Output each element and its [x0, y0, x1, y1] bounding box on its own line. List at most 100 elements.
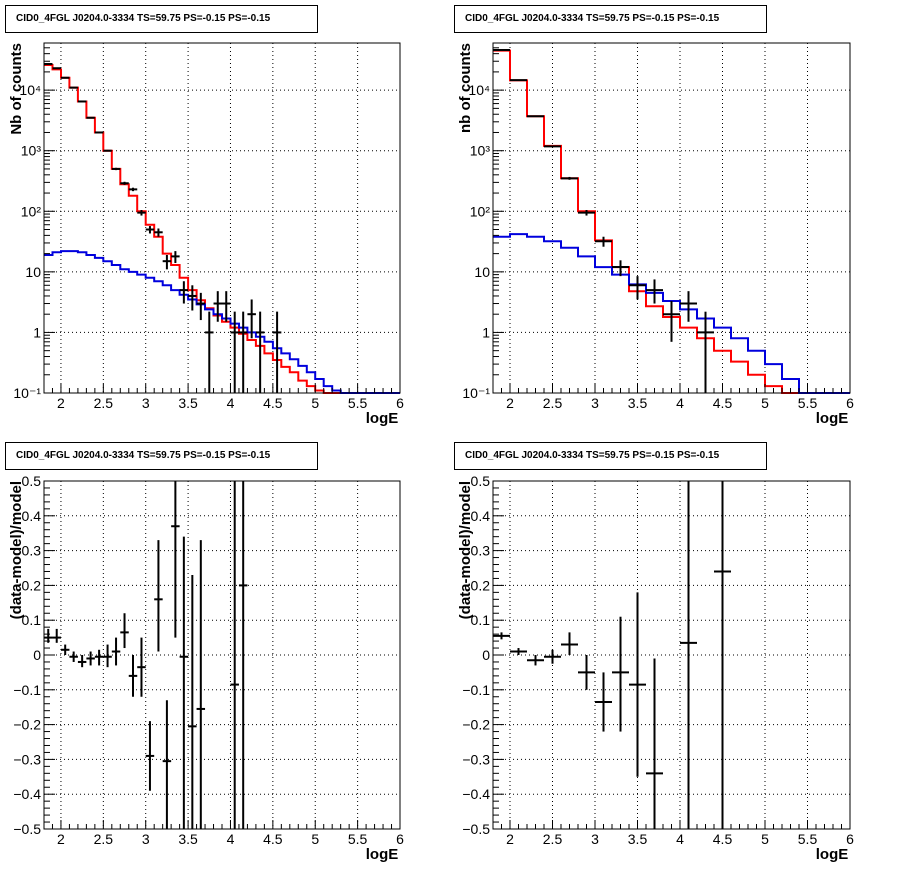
panel-2-series-2-step	[493, 233, 850, 394]
panel-4-data-point	[578, 655, 595, 690]
panel-1-data-point	[171, 251, 180, 264]
panel-1-data-point	[196, 292, 206, 321]
panel-1-xtick-label: 4	[227, 395, 235, 411]
panel-2-xtick-label: 3	[591, 395, 599, 411]
panel-1-data-point	[103, 149, 112, 152]
panel-1-xtick-label: 2	[57, 395, 65, 411]
panel-3-data-point	[179, 536, 189, 829]
panel-1-data-point	[137, 209, 146, 216]
panel-1-series-2-step	[44, 250, 400, 394]
panel-3-xtick-label: 5	[311, 831, 319, 847]
panel-1-ytick-label: 10⁴	[19, 82, 41, 98]
panel-2-data-point	[629, 276, 646, 300]
panel-3-xtick-label: 4	[227, 831, 235, 847]
panel-4-xtick-label: 5	[761, 831, 769, 847]
panel-2-xtick-label: 2	[506, 395, 514, 411]
panel-1-data-point	[162, 254, 172, 270]
panel-4-ylabel: (data-model)/model	[457, 481, 474, 619]
panel-1-xtick-label: 5.5	[348, 395, 368, 411]
panel-2-ytick-label: 1	[482, 324, 490, 340]
panel-4-xtick-label: 4.5	[713, 831, 733, 847]
panel-1-xtick-label: 3.5	[178, 395, 198, 411]
panel-3-frame	[43, 480, 401, 830]
panel-2-ytick-label: 10³	[470, 143, 491, 159]
panel-3-xtick-label: 4.5	[263, 831, 283, 847]
panel-4-xtick-label: 5.5	[798, 831, 818, 847]
panel-3-data-point	[154, 540, 163, 652]
panel-3-data-point	[120, 613, 129, 649]
panel-1-data-point	[238, 311, 248, 393]
panel-4-data-point	[646, 658, 663, 829]
panel-2-ytick-label: 10⁴	[468, 82, 490, 98]
panel-3-ytick-label: 0.5	[22, 473, 42, 489]
panel-3-ytick-label: −0.4	[13, 786, 41, 802]
panel-2-data-point	[612, 260, 629, 277]
panel-3-ytick-label: 0.3	[22, 543, 42, 559]
panel-2-data-point	[663, 301, 680, 342]
panel-2-data-point	[697, 311, 714, 393]
panel-3-data-point	[103, 644, 112, 668]
panel-1-data-point	[179, 281, 189, 304]
panel-1-data-point	[77, 100, 87, 103]
panel-4-ytick-label: −0.1	[462, 682, 490, 698]
panel-4-data-point	[544, 649, 561, 664]
panel-1-data-point	[145, 226, 155, 234]
panel-3-ylabel: (data-model)/model	[8, 481, 25, 619]
panel-4-data-point	[493, 632, 510, 640]
panel-2-xtick-label: 4.5	[713, 395, 733, 411]
panel-4-ytick-label: 0.2	[471, 577, 491, 593]
panel-3-xtick-label: 2	[57, 831, 65, 847]
panel-2-xtick-label: 3.5	[628, 395, 648, 411]
panel-3-data-point	[162, 700, 172, 829]
panel-2-xtick-label: 5	[761, 395, 769, 411]
panel-4-data-point	[714, 481, 731, 829]
panel-4-ytick-label: −0.5	[462, 821, 490, 837]
panel-4-ytick-label: 0.5	[471, 473, 491, 489]
panel-1-xlabel: logE	[366, 410, 399, 427]
panel-1-data-point	[222, 291, 231, 322]
panel-3-ytick-label: 0.4	[22, 508, 42, 524]
panel-4-xtick-label: 6	[846, 831, 854, 847]
panel-1-data-point	[213, 291, 222, 322]
panel-3-xlabel: logE	[366, 846, 399, 863]
panel-2-ylabel: nb of counts	[457, 43, 474, 133]
panel-4-frame	[492, 480, 851, 830]
panel-4-ytick-label: 0	[482, 647, 490, 663]
panel-2-data-point	[595, 236, 612, 247]
panel-3-data-point	[128, 655, 138, 697]
panel-2-xtick-label: 4	[676, 395, 684, 411]
panel-1-frame	[43, 42, 401, 394]
panel-2-xlabel: logE	[816, 410, 849, 427]
panel-2-xtick-label: 5.5	[798, 395, 818, 411]
panel-3-ytick-label: −0.3	[13, 751, 41, 767]
panel-4-title: CID0_4FGL J0204.0-3334 TS=59.75 PS=-0.15…	[454, 442, 767, 470]
panel-3-data-point	[86, 651, 95, 666]
panel-1-ylabel: Nb of counts	[8, 43, 25, 135]
panel-4-ytick-label: −0.2	[462, 717, 490, 733]
panel-1-data-point	[120, 181, 129, 185]
panel-4-xtick-label: 3.5	[628, 831, 648, 847]
panel-4-ytick-label: 0.3	[471, 543, 491, 559]
panel-1-ytick-label: 10	[25, 264, 41, 280]
panel-1-data-point	[60, 76, 70, 79]
panel-4-ytick-label: 0.4	[471, 508, 491, 524]
panel-1-xtick-label: 2.5	[94, 395, 114, 411]
panel-3-ytick-label: −0.1	[13, 682, 41, 698]
panel-4-data-point	[680, 481, 697, 829]
panel-2-ytick-label: 10⁻¹	[462, 385, 490, 401]
panel-3-ytick-label: 0.1	[22, 612, 42, 628]
panel-4-ytick-label: 0.1	[471, 612, 491, 628]
panel-1-ytick-label: 1	[33, 324, 41, 340]
panel-2-ytick-label: 10	[474, 264, 490, 280]
panel-1-data-point	[111, 167, 121, 171]
panel-3-xtick-label: 5.5	[348, 831, 368, 847]
panel-3-title: CID0_4FGL J0204.0-3334 TS=59.75 PS=-0.15…	[5, 442, 318, 470]
panel-3-data-point	[44, 628, 53, 643]
panel-1-data-point	[188, 285, 197, 311]
panel-1-title: CID0_4FGL J0204.0-3334 TS=59.75 PS=-0.15…	[5, 5, 318, 33]
panel-1-data-point	[94, 131, 104, 134]
panel-3-data-point	[77, 655, 87, 668]
panel-1-data-point	[247, 299, 256, 339]
panel-3-xtick-label: 3.5	[178, 831, 198, 847]
